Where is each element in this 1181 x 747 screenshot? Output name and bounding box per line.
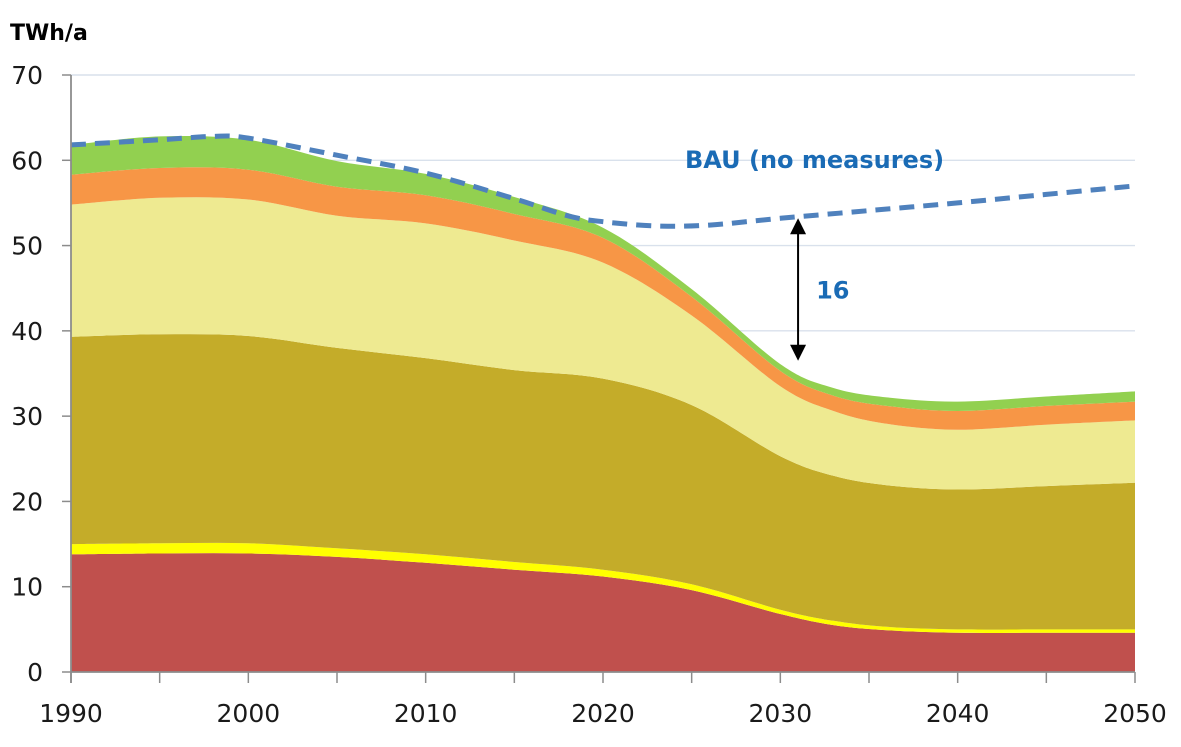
y-tick-label: 50 (11, 232, 43, 261)
x-tick-label: 2000 (217, 699, 281, 728)
stacked-areas (71, 136, 1135, 672)
x-tick-label: 2040 (926, 699, 990, 728)
y-tick-label: 0 (27, 658, 43, 687)
area-series-1 (71, 553, 1135, 672)
y-tick-label: 70 (11, 61, 43, 90)
y-tick-label: 60 (11, 146, 43, 175)
x-tick-label: 2010 (394, 699, 458, 728)
y-axis-label: TWh/a (10, 21, 88, 46)
gap-arrow-head-up (790, 218, 807, 235)
area-series-3 (71, 334, 1135, 630)
y-tick-label: 10 (11, 573, 43, 602)
area-series-4 (71, 197, 1135, 490)
y-tick-label: 30 (11, 402, 43, 431)
annotations: TWh/a BAU (no measures) 16 (10, 21, 944, 361)
y-tick-label: 40 (11, 317, 43, 346)
bau-line-group (70, 133, 1136, 229)
area-series-2 (71, 542, 1135, 633)
gap-arrow-head-down (790, 344, 807, 361)
bau-line (70, 133, 1136, 229)
y-tick-label: 20 (11, 487, 43, 516)
x-tick-label: 2050 (1103, 699, 1167, 728)
area-series-5 (71, 167, 1135, 430)
bau-label: BAU (no measures) (685, 146, 944, 174)
x-tick-label: 2030 (749, 699, 813, 728)
x-tick-label: 1990 (39, 699, 103, 728)
area-series-6 (71, 136, 1135, 412)
x-tick-label: 2020 (571, 699, 635, 728)
gap-label: 16 (816, 276, 849, 304)
